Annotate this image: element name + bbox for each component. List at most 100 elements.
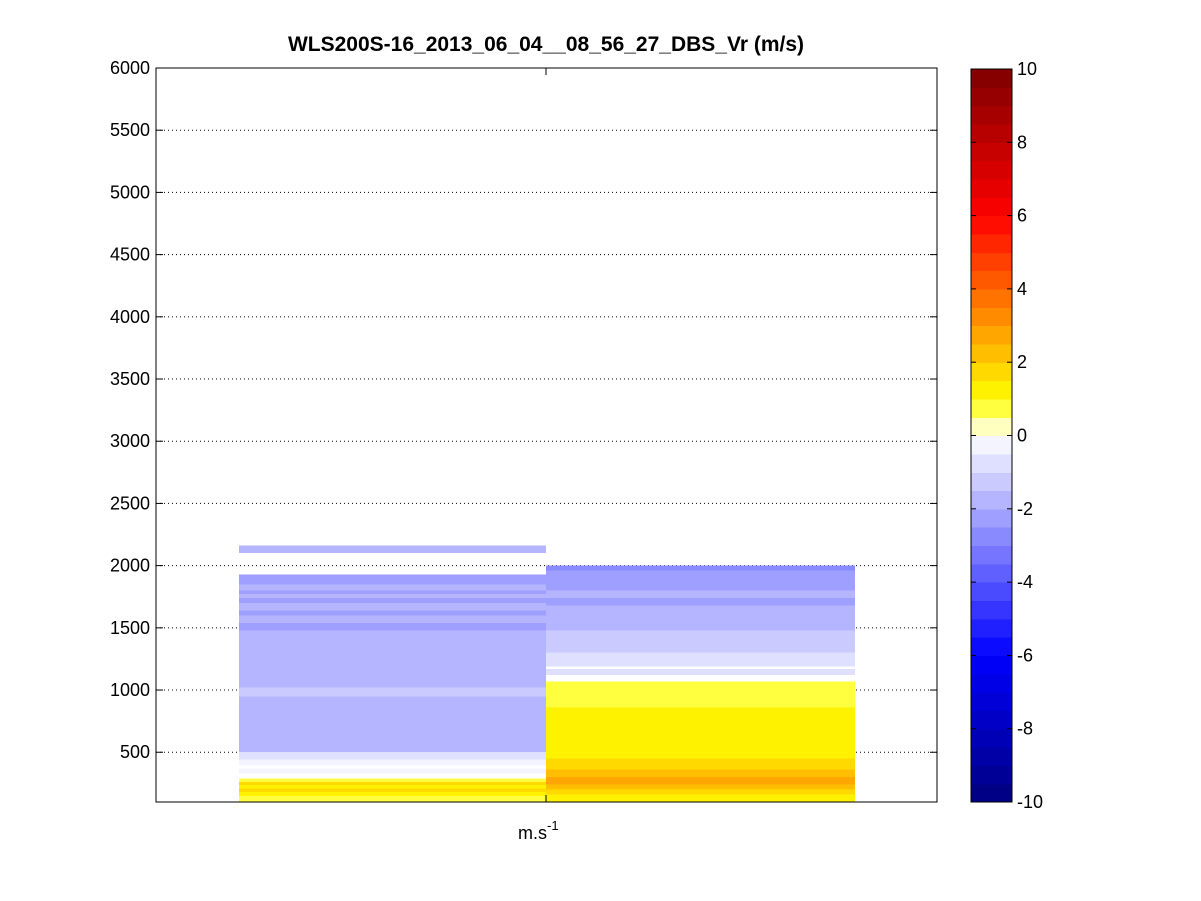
heatmap-cell: [239, 785, 546, 789]
heatmap-cell: [546, 668, 855, 676]
colorbar-band: [971, 673, 1012, 693]
heatmap-cell: [546, 597, 855, 606]
chart-title: WLS200S-16_2013_06_04__08_56_27_DBS_Vr (…: [288, 33, 804, 56]
colorbar-tick-label: 6: [1017, 206, 1027, 226]
heatmap-cell: [239, 590, 546, 595]
colorbar-band: [971, 343, 1012, 363]
colorbar-band: [971, 123, 1012, 143]
heatmap-cell: [546, 695, 855, 708]
colorbar-band: [971, 398, 1012, 418]
heatmap-cell: [239, 594, 546, 598]
heatmap-cell: [546, 681, 855, 696]
colorbar-band: [971, 417, 1012, 437]
heatmap-cell: [546, 744, 855, 759]
heatmap-cell: [546, 652, 855, 658]
colorbar-band: [971, 563, 1012, 583]
colorbar-tick-label: 0: [1017, 426, 1027, 446]
colorbar-band: [971, 637, 1012, 656]
heatmap-cell: [546, 620, 855, 631]
heatmap-cell: [239, 788, 546, 793]
colorbar-band: [971, 472, 1012, 492]
heatmap-cell: [239, 574, 546, 581]
heatmap-cell: [239, 744, 546, 753]
colorbar-tick-label: -8: [1017, 719, 1033, 739]
colorbar-band: [971, 380, 1012, 400]
heatmap-cell: [546, 758, 855, 770]
colorbar-tick-label: 4: [1017, 279, 1027, 299]
heatmap-cell: [239, 778, 546, 783]
colorbar-tick-label: 10: [1017, 59, 1037, 79]
colorbar-tick-label: -2: [1017, 499, 1033, 519]
colorbar-band: [971, 728, 1012, 748]
y-tick-label: 1500: [110, 618, 150, 638]
colorbar-band: [971, 545, 1012, 565]
colorbar-band: [971, 105, 1012, 125]
y-tick-label: 6000: [110, 58, 150, 78]
heatmap-cell: [546, 605, 855, 621]
heatmap-cell: [546, 580, 855, 591]
colorbar-axis: -10 -8 -6 -4 -2 0 2 4 6 8 10: [971, 59, 1043, 812]
heatmap-cell: [546, 647, 855, 653]
heatmap-cell: [239, 752, 546, 760]
colorbar-band: [971, 178, 1012, 198]
x-axis-label-exponent: -1: [547, 818, 559, 833]
colorbar-band: [971, 160, 1012, 180]
heatmap-cell: [546, 789, 855, 795]
colorbar-band: [971, 765, 1012, 785]
colorbar-band: [971, 490, 1012, 510]
y-tick-label: 500: [120, 742, 150, 762]
heatmap-cell: [546, 590, 855, 598]
heatmap-cell: [239, 759, 546, 766]
colorbar-band: [971, 435, 1012, 455]
heatmap-cell: [239, 630, 546, 651]
y-tick-label: 5000: [110, 182, 150, 202]
colorbar-tick-label: -4: [1017, 572, 1033, 592]
heatmap-cell: [239, 782, 546, 786]
colorbar-band: [971, 692, 1012, 711]
y-tick-label: 3000: [110, 431, 150, 451]
colorbar-band: [971, 747, 1012, 766]
heatmap-cell: [239, 768, 546, 774]
heatmap-cell: [546, 784, 855, 790]
colorbar-tick-label: -10: [1017, 792, 1043, 812]
colorbar-band: [971, 270, 1012, 290]
colorbar-band: [971, 710, 1012, 730]
colorbar-band: [971, 618, 1012, 638]
colorbar-band: [971, 215, 1012, 235]
y-tick-label: 4500: [110, 245, 150, 265]
heatmap-cell: [239, 602, 546, 611]
colorbar-band: [971, 527, 1012, 547]
heatmap-cell: [239, 739, 546, 745]
colorbar-band: [971, 87, 1012, 107]
heatmap-cell: [239, 597, 546, 603]
colorbar-band: [971, 783, 1012, 803]
y-tick-label: 4000: [110, 307, 150, 327]
heatmap-cell: [239, 545, 546, 554]
heatmap-cell: [239, 795, 546, 802]
colorbar-tick-label: -6: [1017, 645, 1033, 665]
heatmap-cell: [239, 687, 546, 697]
plot-area: 500 1000 1500 2000 2500 3000 3500 4000 4500 5000 5…: [110, 58, 938, 803]
heatmap-cell: [239, 792, 546, 796]
colorbar-band: [971, 252, 1012, 272]
heatmap-cell: [239, 650, 546, 666]
heatmap-cell: [239, 610, 546, 616]
y-tick-label: 2000: [110, 556, 150, 576]
colorbar-band: [971, 582, 1012, 602]
colorbar-band: [971, 69, 1012, 88]
heatmap-cell: [546, 727, 855, 745]
colorbar-band: [971, 233, 1012, 253]
heatmap-cell: [546, 565, 855, 571]
heatmap-cell: [239, 696, 546, 740]
x-axis-label: m.s-1: [518, 818, 559, 843]
y-tick-label: 5500: [110, 120, 150, 140]
x-axis-label-base: m.s: [518, 823, 547, 843]
y-tick-label: 1000: [110, 680, 150, 700]
heatmap-cell: [546, 707, 855, 728]
heatmap-cell: [546, 769, 855, 778]
colorbar-band: [971, 600, 1012, 620]
colorbar-band: [971, 453, 1012, 473]
colorbar-tick-label: 2: [1017, 352, 1027, 372]
heatmap-cell: [239, 615, 546, 623]
colorbar-band: [971, 655, 1012, 675]
